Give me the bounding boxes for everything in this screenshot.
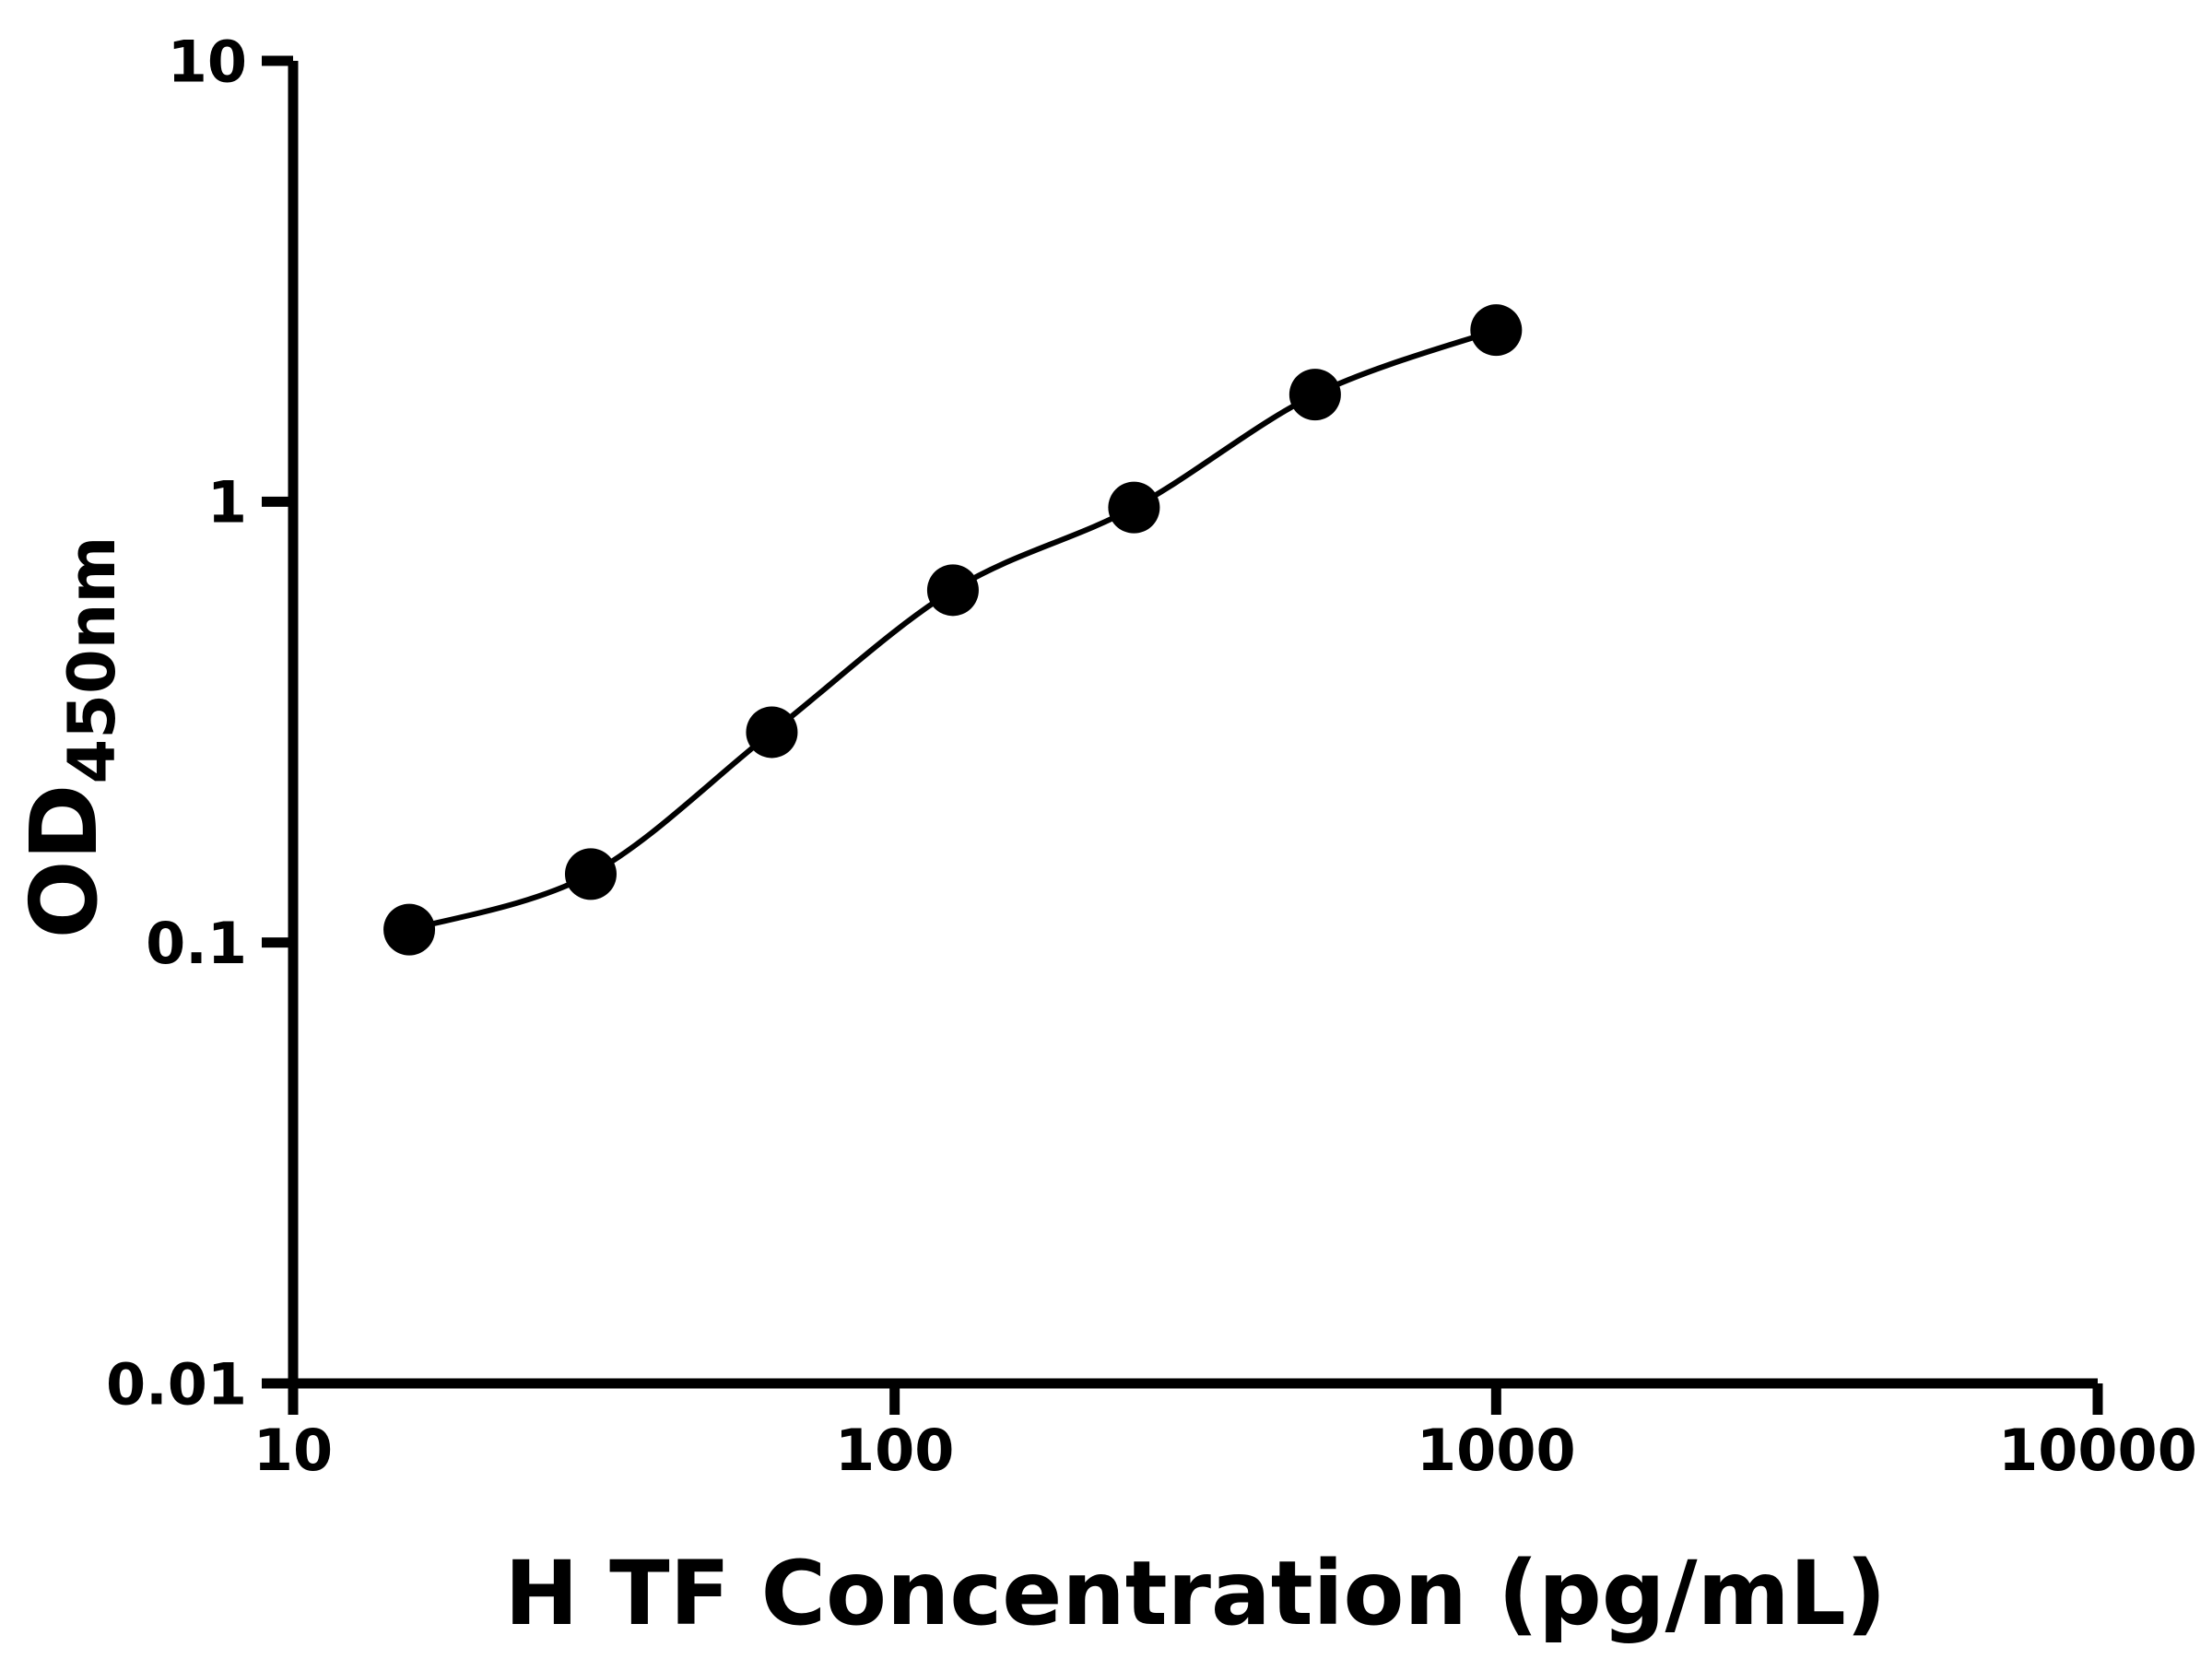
x-tick-label: 100 (835, 1417, 954, 1484)
y-tick-label: 0.1 (146, 910, 247, 977)
data-point-marker (746, 706, 798, 759)
y-axis-title-main: OD (10, 783, 118, 938)
data-point-marker (383, 903, 436, 956)
y-tick-label: 1 (207, 469, 247, 536)
x-tick-label: 10 (253, 1417, 333, 1484)
y-tick-label: 10 (168, 28, 247, 95)
x-tick-label: 10000 (1998, 1417, 2197, 1484)
y-axis-title-subscript: 450nm (54, 536, 130, 784)
axis-spine (288, 61, 2098, 1389)
y-axis-title: OD450nm (10, 536, 130, 939)
y-tick-label: 0.01 (106, 1350, 247, 1418)
data-point-marker (564, 848, 617, 900)
standard-curve-fit-line (408, 327, 1498, 933)
data-point-marker (926, 564, 979, 617)
x-tick-label: 1000 (1417, 1417, 1576, 1484)
data-point-marker (1470, 304, 1523, 357)
data-point-marker (1288, 369, 1341, 421)
x-axis-title: H TF Concentration (pg/mL) (504, 1542, 1886, 1645)
data-point-marker (1108, 481, 1160, 534)
